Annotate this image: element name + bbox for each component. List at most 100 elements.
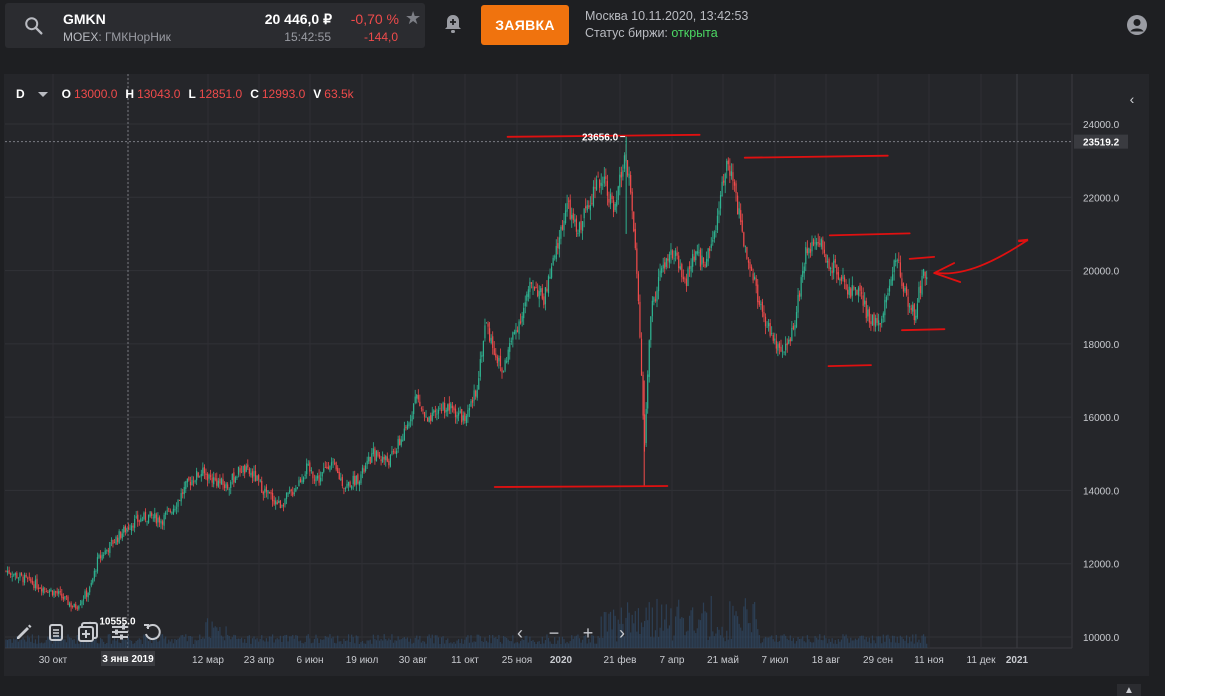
candle-body — [516, 330, 519, 333]
volume-bar — [921, 635, 923, 648]
candle-body — [862, 295, 864, 306]
volume-bar — [189, 635, 192, 648]
volume-bar — [867, 641, 869, 648]
list-icon[interactable] — [44, 620, 68, 644]
candle-body — [98, 554, 100, 558]
candle-body — [320, 477, 322, 482]
chevron-right-icon[interactable]: › — [619, 622, 625, 643]
candle-body — [419, 401, 421, 407]
candle — [630, 171, 632, 195]
interval-dropdown-icon[interactable] — [37, 91, 48, 97]
chevron-left-icon[interactable]: ‹ — [517, 622, 523, 643]
scroll-up-chevron-icon[interactable]: ▲ — [1117, 684, 1141, 696]
candle-body — [223, 484, 226, 488]
volume-bar — [510, 641, 512, 648]
candle-body — [30, 578, 32, 582]
volume-bar — [50, 635, 52, 648]
volume-bar — [644, 620, 646, 648]
volume-bar — [907, 643, 909, 648]
order-button[interactable]: ЗАЯВКА — [481, 5, 569, 45]
candle — [454, 404, 457, 424]
candle-body — [323, 468, 325, 472]
volume-bar — [95, 636, 97, 648]
candle-body — [781, 350, 784, 352]
pencil-icon[interactable] — [12, 620, 36, 644]
price-chart[interactable]: 24000.022000.020000.018000.016000.014000… — [0, 0, 1165, 696]
candle-body — [515, 329, 517, 334]
volume-bar — [312, 642, 314, 648]
volume-bar — [840, 639, 843, 648]
candle — [738, 201, 740, 219]
zoom-out-icon[interactable]: − — [548, 622, 560, 643]
candle — [826, 254, 829, 269]
candle — [592, 180, 595, 208]
volume-bar — [270, 636, 272, 648]
candle-body — [134, 518, 136, 528]
volume-bar — [805, 642, 807, 648]
volume-bar — [651, 607, 653, 648]
candle — [819, 236, 821, 248]
candle — [408, 421, 410, 429]
candle-body — [37, 587, 40, 589]
volume-bar — [391, 634, 393, 648]
candle-body — [780, 346, 782, 352]
volume-bar — [337, 635, 339, 648]
collapse-panel-chevron-icon[interactable]: ‹ — [1129, 91, 1135, 107]
volume-bar — [200, 638, 202, 648]
candle-body — [538, 291, 540, 299]
volume-bar — [163, 638, 165, 648]
y-tick-label: 24000.0 — [1083, 120, 1120, 131]
volume-bar — [34, 639, 37, 648]
candle — [55, 590, 57, 597]
candle-body — [555, 246, 557, 260]
y-tick-label: 16000.0 — [1083, 413, 1120, 424]
volume-bar — [909, 637, 911, 648]
settings-sliders-icon[interactable] — [108, 620, 132, 644]
volume-bar — [293, 638, 295, 648]
candle — [726, 158, 728, 179]
candle — [39, 586, 41, 590]
candle-body — [489, 328, 491, 341]
user-account-icon[interactable] — [1126, 14, 1148, 36]
volume-bar — [566, 641, 568, 648]
candle-body — [405, 426, 407, 428]
resistance-line — [743, 154, 889, 159]
candle — [107, 547, 109, 556]
volume-bar — [355, 635, 357, 648]
candle — [623, 152, 626, 172]
chart-panel[interactable] — [4, 74, 1149, 676]
volume-bar — [445, 640, 447, 648]
volume-bar — [797, 636, 799, 648]
candle — [349, 480, 351, 488]
candle — [814, 235, 816, 250]
volume-bar — [44, 642, 46, 648]
candle — [287, 491, 289, 498]
candle — [375, 450, 378, 462]
candle-body — [826, 260, 829, 263]
volume-bar — [230, 639, 232, 648]
volume-bar — [341, 643, 343, 648]
candle — [809, 242, 812, 258]
candle — [685, 273, 688, 292]
interval-label[interactable]: D — [16, 87, 25, 101]
candle-body — [834, 259, 836, 263]
search-icon[interactable] — [23, 15, 45, 37]
volume-bar — [895, 642, 897, 648]
volume-bar — [335, 643, 337, 648]
volume-bar — [902, 639, 905, 648]
candle — [541, 284, 543, 301]
candle — [416, 393, 418, 404]
reset-icon[interactable] — [140, 620, 164, 644]
zoom-in-icon[interactable]: + — [582, 622, 594, 643]
add-indicator-icon[interactable] — [76, 620, 100, 644]
candle-body — [730, 171, 732, 177]
candle — [338, 468, 340, 480]
price-alert-bell-icon[interactable] — [443, 13, 463, 35]
volume-bar — [155, 636, 157, 648]
instrument-search-box[interactable]: GMKN MOEX: ГМКНорНик 20 446,0 ₽ 15:42:55… — [5, 3, 425, 48]
volume-bar — [537, 641, 539, 648]
candle-body — [582, 221, 584, 231]
candle — [242, 465, 244, 477]
candle-body — [117, 537, 119, 542]
favorite-star-icon[interactable]: ★ — [405, 8, 422, 28]
